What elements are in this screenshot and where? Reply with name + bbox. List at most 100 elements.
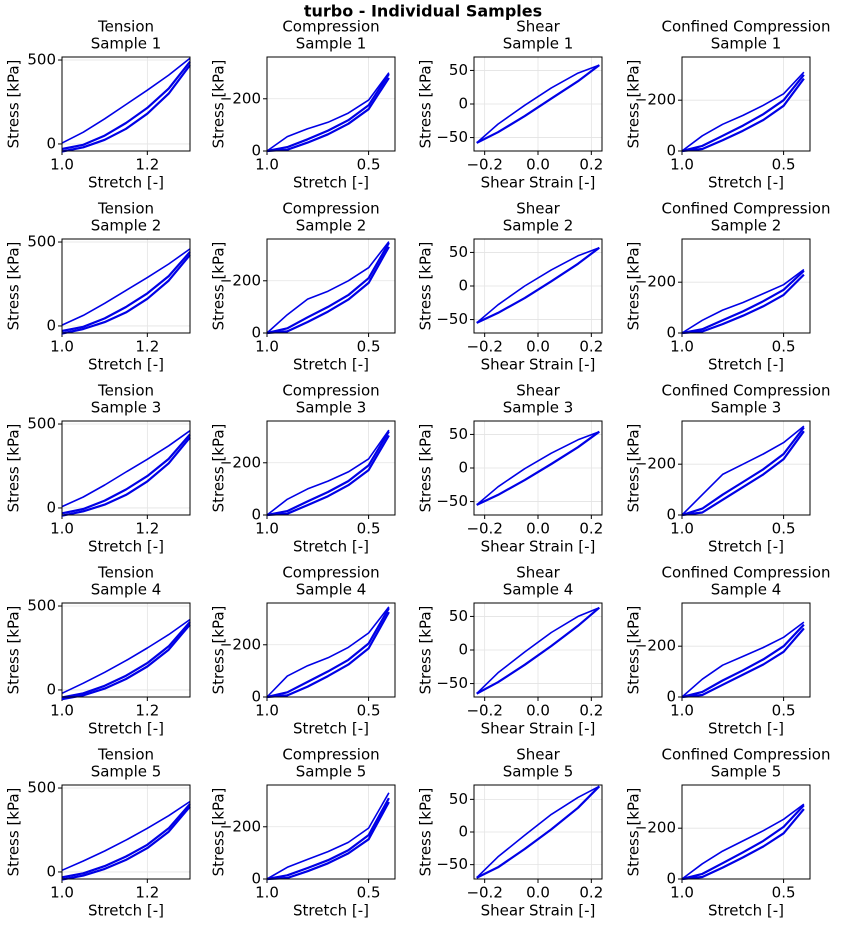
y-tick-label: 0: [458, 277, 468, 295]
x-axis-label: Stretch [-]: [293, 174, 369, 192]
y-tick-label: 0: [46, 862, 56, 880]
y-tick-label: −50: [436, 674, 468, 692]
curve: [61, 57, 191, 144]
x-axis-label: Shear Strain [-]: [481, 538, 596, 556]
x-tick-label: 0.5: [357, 338, 381, 356]
y-tick-label: −200: [220, 453, 261, 471]
y-tick-label: 0: [46, 498, 56, 516]
x-tick-label: 0.2: [579, 702, 603, 720]
y-tick-label: 500: [27, 597, 56, 615]
curve: [681, 273, 805, 335]
subplot-title: Tension: [97, 746, 154, 764]
x-tick-label: 1.0: [50, 338, 74, 356]
y-axis-label: Stress [kPa]: [210, 424, 228, 513]
subplot-title: Sample 5: [503, 763, 574, 781]
subplot-title: Sample 1: [711, 35, 782, 53]
curve: [681, 623, 805, 699]
x-tick-label: 0.5: [772, 338, 796, 356]
curve: [681, 425, 805, 516]
axes-frame: [61, 602, 191, 698]
curve: [266, 77, 390, 153]
x-axis-label: Stretch [-]: [293, 356, 369, 374]
x-tick-label: 0.5: [357, 156, 381, 174]
x-tick-label: 0.0: [526, 520, 550, 538]
x-tick-label: 0.5: [357, 520, 381, 538]
curve: [476, 64, 600, 144]
curve: [681, 268, 805, 334]
y-tick-label: 500: [27, 779, 56, 797]
y-tick-label: −200: [220, 817, 261, 835]
x-tick-label: 1.2: [135, 156, 159, 174]
x-axis-label: Stretch [-]: [88, 720, 164, 738]
x-tick-label: −0.2: [466, 702, 502, 720]
axes-frame: [681, 420, 811, 516]
y-tick-label: 0: [458, 459, 468, 477]
curve: [476, 246, 600, 324]
x-tick-label: 0.5: [772, 702, 796, 720]
axes-frame: [61, 784, 191, 880]
curve: [266, 607, 390, 699]
subplot-title: Confined Compression: [662, 200, 831, 218]
subplot-title: Sample 2: [91, 217, 162, 235]
x-tick-label: 0.0: [526, 702, 550, 720]
axes-frame: [266, 238, 396, 334]
subplot-title: Tension: [97, 382, 154, 400]
x-axis-label: Stretch [-]: [88, 356, 164, 374]
subplot-title: Confined Compression: [662, 18, 831, 36]
y-tick-label: 0: [46, 680, 56, 698]
x-tick-label: 0.0: [526, 156, 550, 174]
curve: [266, 430, 390, 517]
y-tick-label: 0: [458, 95, 468, 113]
y-tick-label: −50: [436, 492, 468, 510]
y-axis-label: Stress [kPa]: [625, 242, 643, 331]
curve: [266, 797, 390, 881]
x-tick-label: 0.2: [579, 520, 603, 538]
curve: [681, 430, 805, 517]
x-axis-label: Stretch [-]: [88, 174, 164, 192]
x-tick-label: 1.0: [255, 520, 279, 538]
y-tick-label: 0: [251, 688, 261, 706]
x-tick-label: 0.5: [772, 884, 796, 902]
curve: [61, 623, 191, 701]
subplot-title: Compression: [282, 746, 379, 764]
curve: [266, 73, 390, 153]
curve: [61, 64, 191, 153]
subplot-title: Sample 3: [296, 399, 367, 417]
x-tick-label: 0.0: [526, 884, 550, 902]
curve: [476, 64, 600, 144]
y-tick-label: 50: [449, 243, 468, 261]
subplot-title: Shear: [516, 746, 560, 764]
x-tick-label: 1.2: [135, 338, 159, 356]
curve: [266, 434, 390, 517]
curve: [266, 72, 390, 152]
axes-frame: [473, 56, 603, 152]
y-tick-label: −50: [436, 128, 468, 146]
subplot-title: Shear: [516, 382, 560, 400]
subplot-title: Confined Compression: [662, 382, 831, 400]
y-tick-label: 500: [27, 415, 56, 433]
curve: [61, 433, 191, 515]
axes-frame: [473, 602, 603, 698]
curve: [266, 242, 390, 335]
y-tick-label: 0: [666, 688, 676, 706]
x-axis-label: Shear Strain [-]: [481, 356, 596, 374]
curve: [266, 792, 390, 880]
subplot-title: Sample 3: [711, 399, 782, 417]
subplot-title: Sample 4: [91, 581, 162, 599]
curve: [61, 430, 191, 508]
y-tick-label: 0: [666, 506, 676, 524]
x-tick-label: 0.5: [772, 520, 796, 538]
axes-frame: [473, 420, 603, 516]
x-tick-label: 1.2: [135, 884, 159, 902]
y-axis-label: Stress [kPa]: [5, 606, 23, 695]
y-tick-label: 0: [666, 142, 676, 160]
x-tick-label: 1.0: [255, 884, 279, 902]
y-axis-label: Stress [kPa]: [5, 788, 23, 877]
